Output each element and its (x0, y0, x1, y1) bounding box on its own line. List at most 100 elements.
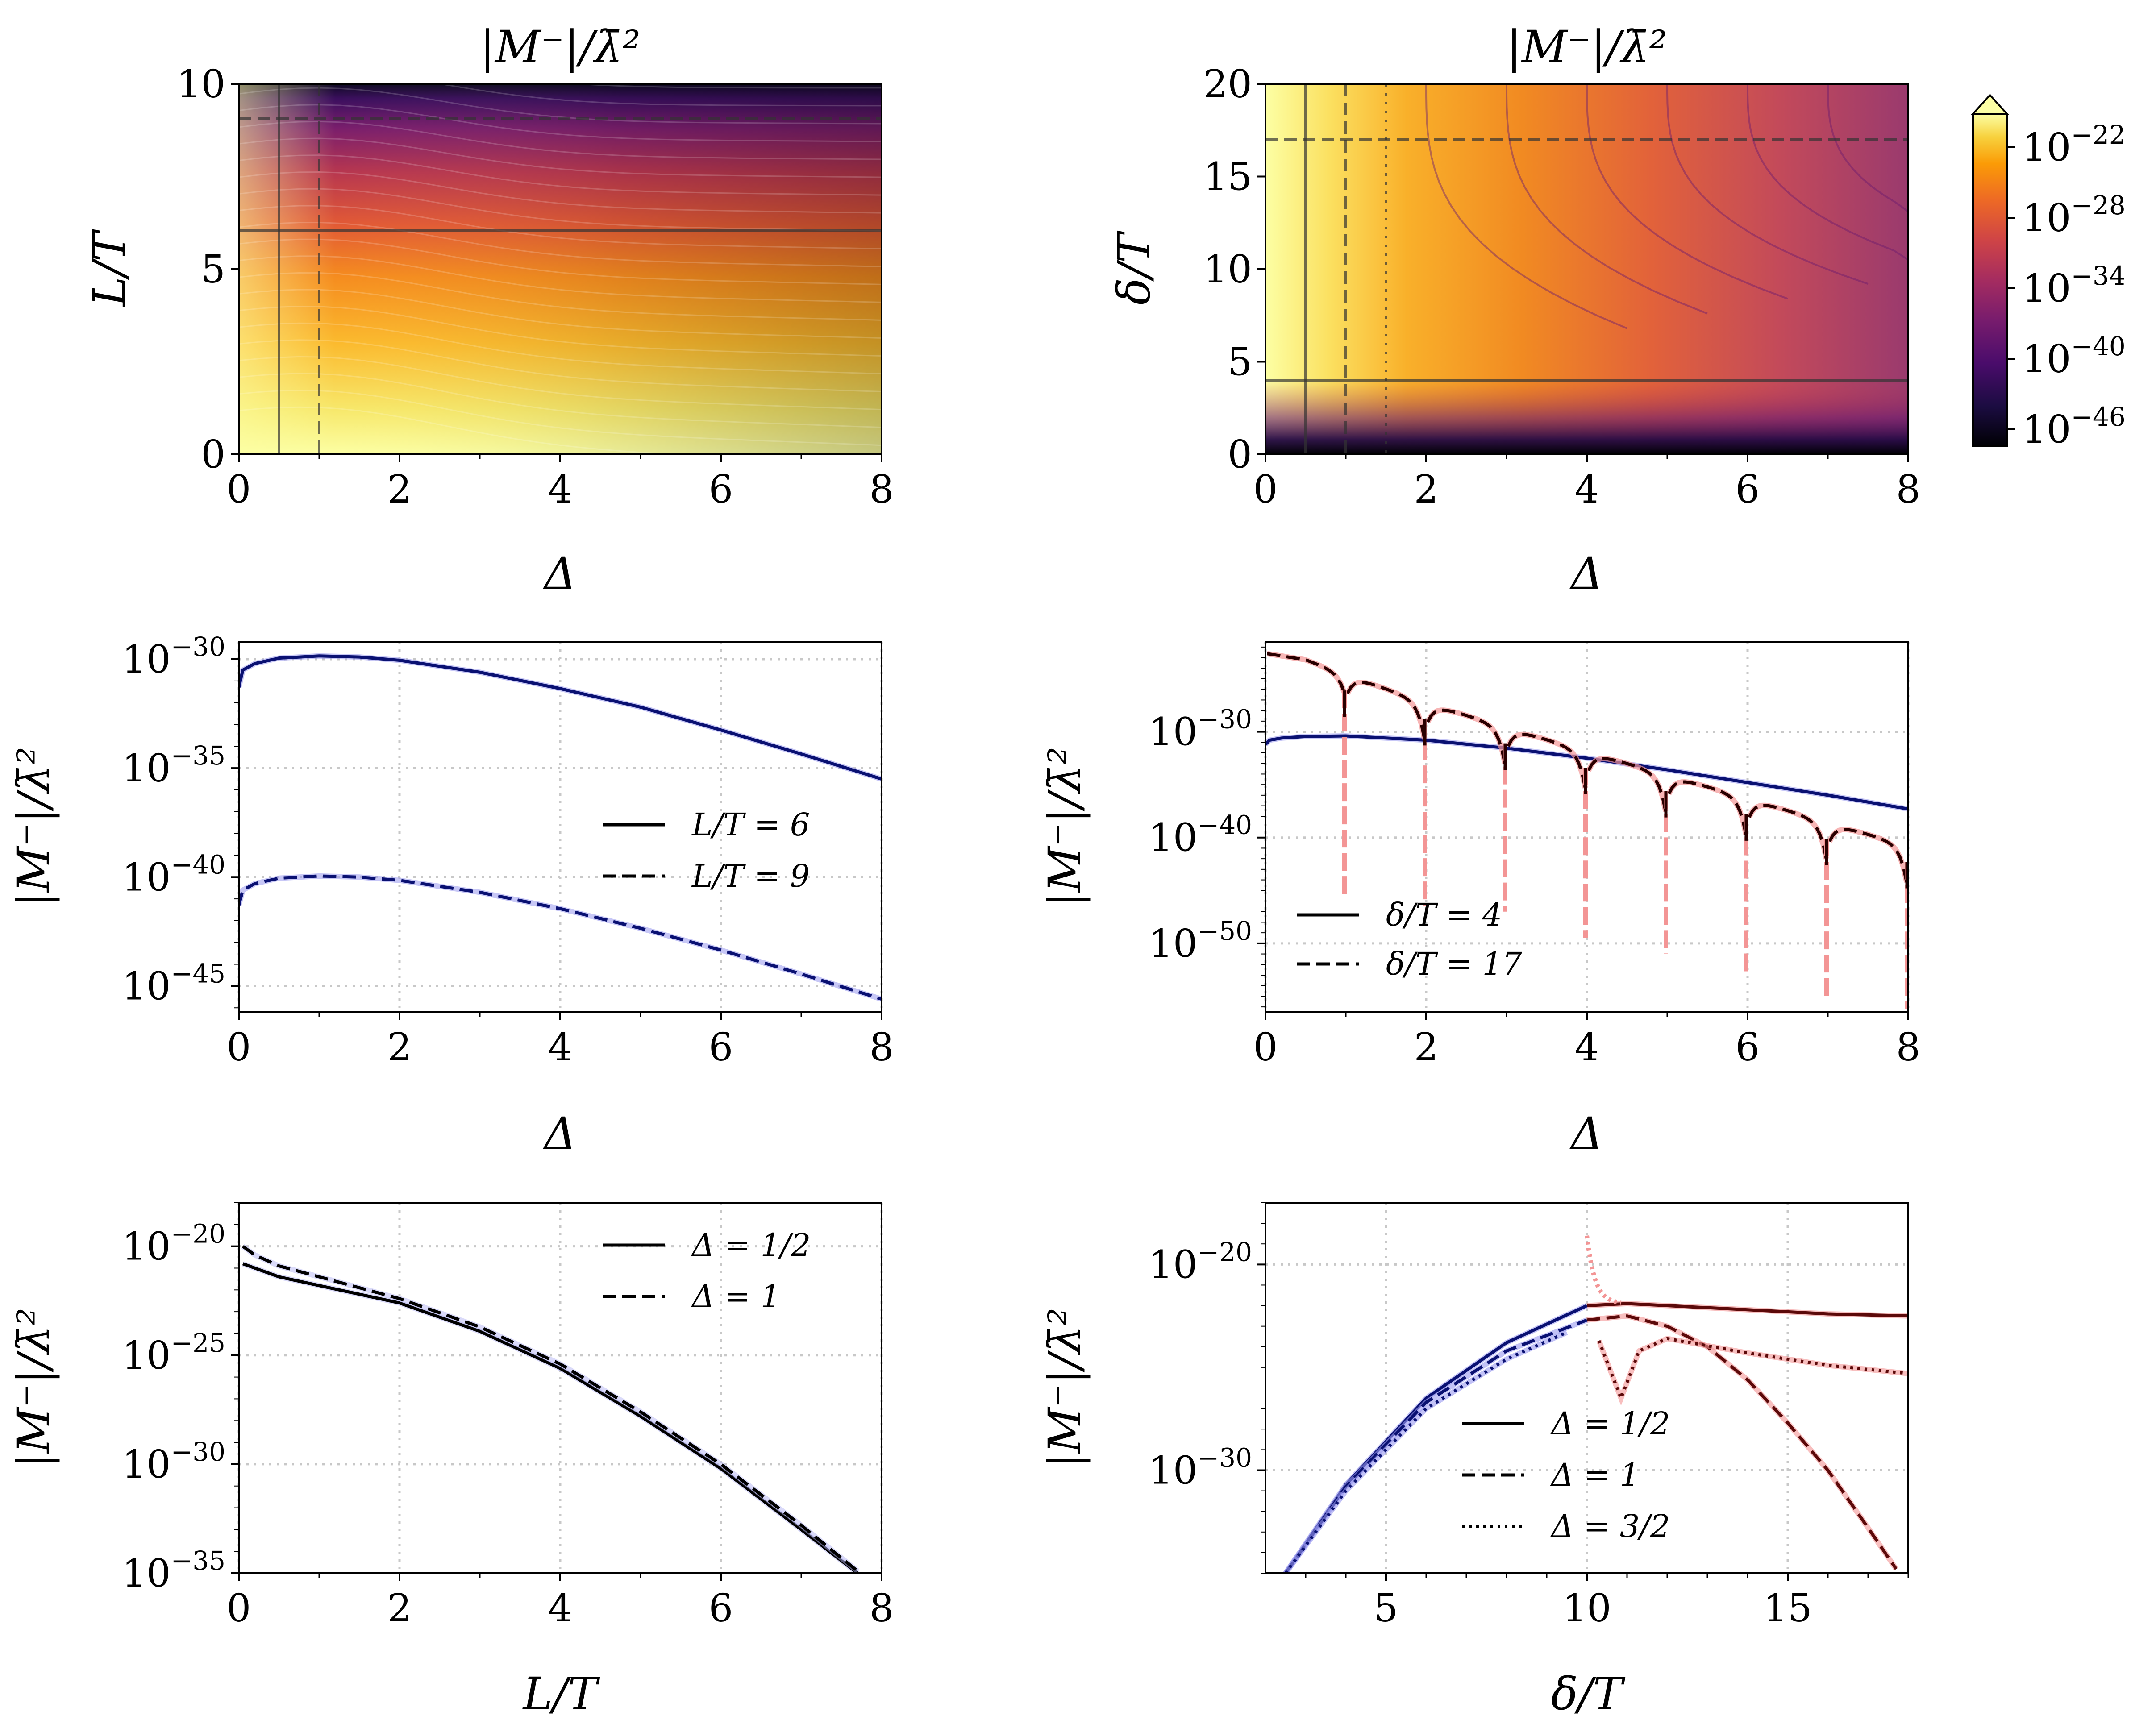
y-tick-label: 0 (1228, 432, 1252, 477)
x-tick-label: 0 (227, 1586, 251, 1631)
y-tick-label: 10−30 (1149, 704, 1252, 755)
x-tick-label: 0 (227, 1025, 251, 1070)
series-line (1828, 828, 1908, 883)
x-tick-label: 8 (870, 467, 894, 512)
heatmap-panel-2: |M⁻|/λ̄² 0 2 4 6 8 0 5 10 15 20 Δ δ/T (1108, 21, 1920, 600)
heatmap-2-contours (1425, 84, 1908, 329)
series-line (1265, 734, 1908, 811)
series-line (1748, 804, 1828, 860)
x-tick-label: 2 (387, 1025, 412, 1070)
y-tick-label: 10−40 (1149, 810, 1252, 860)
contour-line (239, 137, 882, 178)
y-tick-label: 20 (1203, 62, 1252, 107)
series-line (1667, 780, 1748, 835)
contour-line (239, 171, 882, 214)
x-tick-label: 5 (1374, 1586, 1398, 1631)
legend-label: Δ = 3/2 (1550, 1508, 1670, 1545)
series-line (1507, 733, 1587, 789)
contour-line (239, 222, 882, 267)
series-line (1586, 1302, 1908, 1318)
panel-2-axes: 0 2 4 6 8 0 5 10 15 20 (1203, 62, 1921, 512)
y-tick-label: 5 (1228, 340, 1252, 385)
x-tick-label: 8 (870, 1586, 894, 1631)
series-line (1586, 1314, 1898, 1570)
x-tick-label: 4 (1575, 1025, 1599, 1070)
panel-3-ylabel: |M⁻|/λ̄² (8, 747, 60, 907)
resonance-contour (1747, 84, 1908, 269)
contour-line (239, 272, 882, 321)
resonance-contour (1586, 84, 1788, 300)
panel-4-series (1265, 651, 1908, 1009)
panel-6-series (1283, 1235, 1908, 1573)
panel-3-series (239, 653, 882, 1002)
panel-4-ylabel: |M⁻|/λ̄² (1039, 747, 1091, 907)
contour-line (570, 84, 882, 89)
y-tick-label: 10 (1203, 247, 1252, 292)
line-panel-5: 0 2 4 6 8 10−20 10−25 10−30 10−35 Δ = 1/2 Δ = 1 L… (8, 1202, 894, 1720)
x-tick-label: 6 (709, 1586, 733, 1631)
y-tick-label: 10−45 (122, 958, 225, 1009)
series-line (1597, 1337, 1908, 1403)
x-tick-label: 0 (1253, 1025, 1278, 1070)
x-tick-label: 4 (548, 1025, 573, 1070)
y-tick-label: 10−20 (1149, 1237, 1252, 1287)
colorbar-tick-label: 10−46 (2022, 402, 2126, 452)
x-tick-label: 6 (1736, 467, 1760, 512)
contour-line (239, 306, 882, 357)
series-line (242, 1262, 859, 1573)
contour-line (239, 120, 882, 160)
resonance-contour (1827, 84, 1908, 254)
panel-6-legend: Δ = 1/2 Δ = 1 Δ = 3/2 (1462, 1405, 1670, 1545)
panel-5-series (241, 1244, 859, 1573)
series-line (241, 1245, 859, 1572)
series-line (1426, 708, 1507, 764)
heatmap-2-shading (1265, 84, 1908, 454)
legend-label: Δ = 1 (1550, 1457, 1640, 1493)
contour-line (239, 255, 882, 303)
x-tick-label: 2 (387, 1586, 412, 1631)
series-line (1346, 681, 1426, 740)
line-panel-3: 0 2 4 6 8 10−30 10−35 10−40 10−45 L/T = 6 L/T = 9… (8, 631, 894, 1160)
panel-1-xlabel: Δ (542, 548, 576, 600)
contour-line (239, 104, 882, 142)
series-shadow (1827, 827, 1908, 883)
panel-5-ylabel: |M⁻|/λ̄² (8, 1308, 60, 1468)
colorbar-tick-label: 10−28 (2022, 190, 2126, 241)
contour-line (436, 84, 882, 107)
colorbar-ticks: 10−22 10−28 10−34 10−40 10−46 (2007, 120, 2126, 452)
y-tick-label: 10−35 (122, 1545, 225, 1596)
panel-1-title: |M⁻|/λ̄² (480, 21, 641, 73)
panel-1-ylabel: L/T (83, 229, 136, 307)
y-tick-label: 10−25 (122, 1328, 225, 1378)
panel-6-xlabel: δ/T (1551, 1668, 1626, 1720)
heatmap-1-shading (239, 84, 882, 454)
contour-line (239, 205, 882, 249)
legend-label: Δ = 1/2 (1550, 1405, 1670, 1442)
heatmap-panel-1: |M⁻|/λ̄² 0 2 4 6 8 0 5 10 Δ L/T (83, 21, 894, 600)
line-panel-4: 0 2 4 6 8 10−30 10−40 10−50 δ/T = 4 δ/T = 17 Δ |… (1039, 641, 1920, 1160)
x-tick-label: 6 (709, 467, 733, 512)
x-tick-label: 0 (1253, 467, 1278, 512)
resonance-contour (1506, 84, 1708, 315)
contour-line (239, 356, 882, 411)
legend-label: δ/T = 4 (1386, 897, 1502, 933)
series-line (1587, 757, 1667, 812)
y-tick-label: 10−30 (1149, 1442, 1252, 1493)
series-line (1284, 1318, 1588, 1573)
series-shadow (1506, 731, 1588, 789)
heatmap-1-contours (239, 84, 882, 454)
x-tick-label: 0 (227, 467, 251, 512)
x-tick-label: 10 (1562, 1586, 1611, 1631)
y-tick-label: 10−40 (122, 849, 225, 900)
panel-2-title: |M⁻|/λ̄² (1507, 21, 1667, 73)
series-shadow (1425, 707, 1508, 764)
series-shadow (1283, 1317, 1588, 1573)
contour-line (239, 289, 882, 339)
series-line (1284, 1331, 1568, 1573)
resonance-contour (1666, 84, 1869, 285)
series-shadow (1345, 680, 1428, 740)
series-shadow (1747, 802, 1829, 860)
colorbar-tick-label: 10−22 (2022, 120, 2126, 170)
x-tick-label: 2 (387, 467, 412, 512)
